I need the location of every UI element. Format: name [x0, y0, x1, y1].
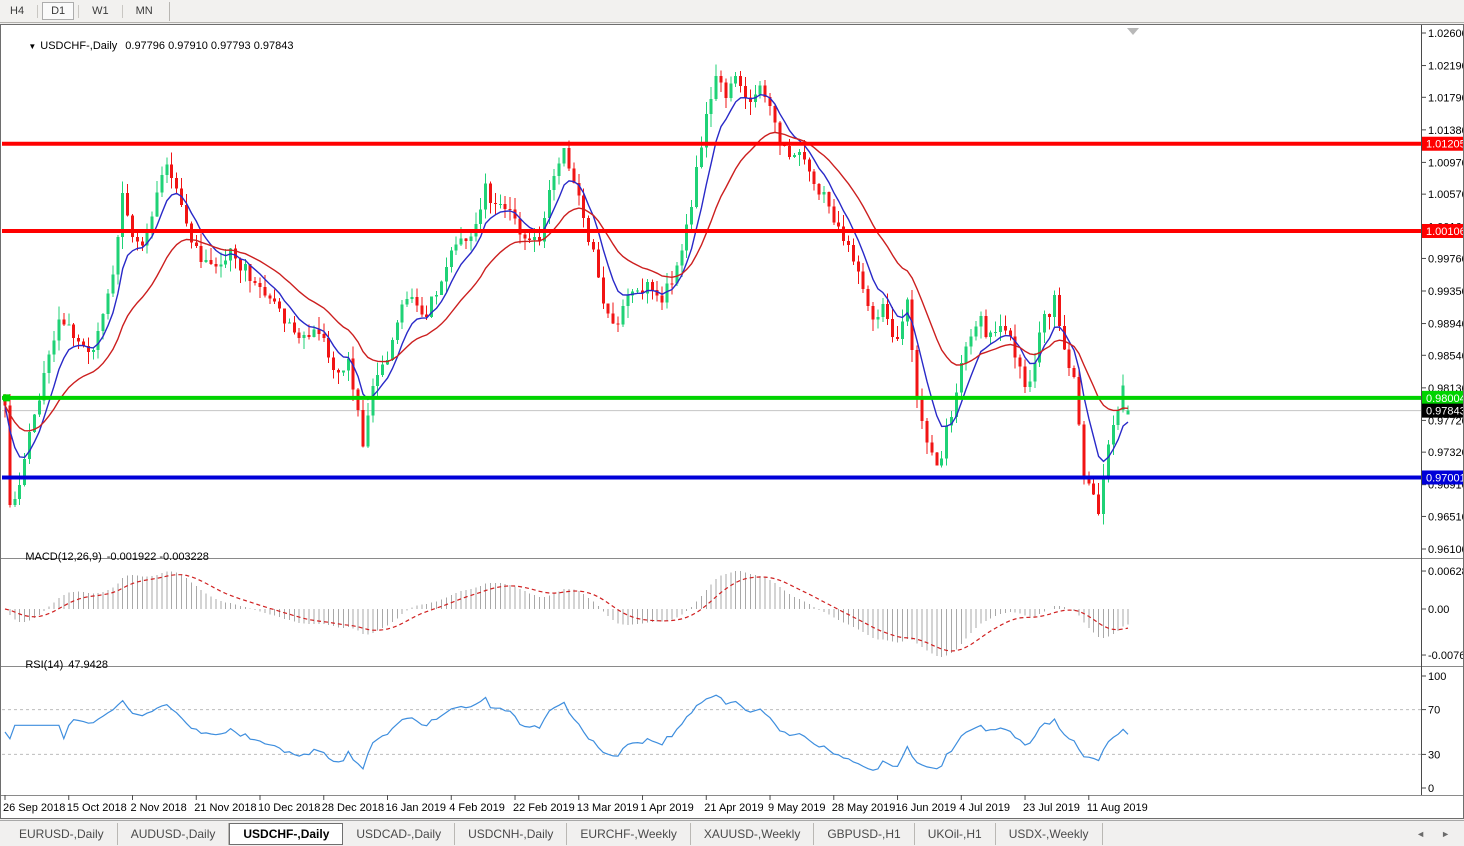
macd-histogram — [9, 571, 1129, 658]
rsi-levels — [2, 709, 1421, 755]
timeframe-h4-button[interactable]: H4 — [10, 5, 25, 17]
price-level-label: 0.97001 — [1426, 472, 1463, 484]
rsi-line — [4, 694, 1129, 771]
macd-name: MACD(12,26,9) — [25, 551, 102, 563]
x-axis-label: 16 Jan 2019 — [386, 802, 447, 814]
timeframe-toolbar: H4 D1 W1 MN — [0, 0, 1464, 23]
price-level-label: 1.01205 — [1426, 139, 1463, 151]
price-axis[interactable]: 1.02600 1.02190 1.01790 1.01380 1.00970 1.005… — [1421, 25, 1463, 795]
tab-usdcad-daily[interactable]: USDCAD-,Daily — [343, 822, 456, 845]
rsi-axis[interactable]: 100 70 30 0 — [1421, 671, 1446, 795]
chart-symbol-legend: ▼ USDCHF-,Daily 0.97796 0.97910 0.97793 0.… — [10, 28, 293, 64]
price-level-label: 0.97843 — [1426, 406, 1463, 418]
price-levels-layer — [2, 141, 1421, 480]
pane-separators — [1, 558, 1463, 796]
x-axis-label: 10 Dec 2018 — [258, 802, 320, 814]
x-axis-label: 13 Mar 2019 — [577, 802, 639, 814]
rsi-axis-label: 70 — [1428, 705, 1440, 717]
timeframe-mn-button[interactable]: MN — [135, 5, 153, 17]
date-axis[interactable]: 26 Sep 2018 15 Oct 2018 2 Nov 2018 21 Nov 2… — [3, 795, 1148, 814]
rsi-axis-label: 100 — [1428, 671, 1446, 683]
tab-ukoil-h1[interactable]: UKOil-,H1 — [915, 822, 996, 845]
y-axis-label: 1.02190 — [1428, 61, 1463, 73]
y-axis-label: 1.00970 — [1428, 157, 1463, 169]
macd-axis-label: 0.00 — [1428, 604, 1449, 616]
toolbar-separator — [168, 1, 170, 21]
macd-axis-label: -0.00762 — [1428, 650, 1463, 662]
chart-canvas[interactable]: 1.02600 1.02190 1.01790 1.01380 1.00970 1.005… — [1, 25, 1463, 818]
rsi-value: 47.9428 — [68, 659, 109, 671]
tab-eurchf-weekly[interactable]: EURCHF-,Weekly — [567, 822, 691, 845]
price-level-label: 0.98004 — [1426, 393, 1463, 405]
tab-scroll-arrows: ◄ ► — [1416, 821, 1450, 846]
macd-signal-line — [4, 574, 1129, 652]
y-axis-label: 0.96100 — [1428, 544, 1463, 556]
chart-tab-bar: EURUSD-,Daily AUDUSD-,Daily USDCHF-,Daily U… — [0, 820, 1464, 846]
x-axis-label: 22 Feb 2019 — [513, 802, 575, 814]
tab-usdchf-daily[interactable]: USDCHF-,Daily — [229, 822, 344, 845]
toolbar-separator — [121, 4, 123, 18]
shift-marker-icon — [1127, 28, 1139, 35]
macd-axis-label: 0.006286 — [1428, 566, 1463, 578]
x-axis-label: 21 Apr 2019 — [704, 802, 763, 814]
rsi-indicator-legend: RSI(14) 47.9428 — [7, 647, 108, 683]
x-axis-label: 28 Dec 2018 — [322, 802, 384, 814]
macd-indicator-legend: MACD(12,26,9) -0.001922 -0.003228 — [7, 539, 209, 575]
y-axis-label: 1.01790 — [1428, 92, 1463, 104]
chart-ohlc-values: 0.97796 0.97910 0.97793 0.97843 — [125, 40, 294, 52]
tab-scroll-right-icon[interactable]: ► — [1441, 829, 1450, 839]
x-axis-label: 4 Jul 2019 — [959, 802, 1010, 814]
x-axis-label: 4 Feb 2019 — [449, 802, 505, 814]
timeframe-d1-button[interactable]: D1 — [42, 2, 75, 20]
macd-axis[interactable]: 0.006286 0.00 -0.00762 — [1421, 566, 1463, 662]
moving-averages-layer — [4, 93, 1129, 463]
price-level-label: 1.00106 — [1426, 226, 1463, 238]
rsi-axis-label: 0 — [1428, 783, 1434, 795]
tab-eurusd-daily[interactable]: EURUSD-,Daily — [6, 822, 118, 845]
candles-layer — [3, 64, 1130, 525]
toolbar-separator — [37, 4, 39, 18]
x-axis-label: 2 Nov 2018 — [131, 802, 187, 814]
x-axis-label: 15 Oct 2018 — [67, 802, 127, 814]
x-axis-label: 23 Jul 2019 — [1023, 802, 1080, 814]
x-axis-label: 9 May 2019 — [768, 802, 825, 814]
y-axis-label: 1.02600 — [1428, 28, 1463, 40]
tab-usdcnh-daily[interactable]: USDCNH-,Daily — [455, 822, 568, 845]
tab-gbpusd-h1[interactable]: GBPUSD-,H1 — [814, 822, 915, 845]
tab-audusd-daily[interactable]: AUDUSD-,Daily — [118, 822, 230, 845]
x-axis-label: 26 Sep 2018 — [3, 802, 65, 814]
rsi-name: RSI(14) — [25, 659, 64, 671]
x-axis-label: 1 Apr 2019 — [641, 802, 694, 814]
x-axis-label: 28 May 2019 — [832, 802, 896, 814]
timeframe-w1-button[interactable]: W1 — [92, 5, 109, 17]
toolbar-separator — [78, 4, 80, 18]
macd-values: -0.001922 -0.003228 — [106, 551, 209, 563]
chart-window[interactable]: 1.02600 1.02190 1.01790 1.01380 1.00970 1.005… — [0, 24, 1464, 819]
tab-xauusd-weekly[interactable]: XAUUSD-,Weekly — [691, 822, 815, 845]
symbol-dropdown-icon[interactable]: ▼ — [28, 42, 37, 51]
tab-usdx-weekly[interactable]: USDX-,Weekly — [996, 822, 1103, 845]
chart-symbol-label: USDCHF-,Daily — [40, 40, 118, 52]
y-axis-label: 1.01380 — [1428, 125, 1463, 137]
x-axis-label: 21 Nov 2018 — [194, 802, 256, 814]
tab-scroll-left-icon[interactable]: ◄ — [1416, 829, 1426, 839]
x-axis-label: 11 Aug 2019 — [1087, 802, 1148, 814]
rsi-axis-label: 30 — [1428, 749, 1440, 761]
x-axis-label: 16 Jun 2019 — [896, 802, 957, 814]
